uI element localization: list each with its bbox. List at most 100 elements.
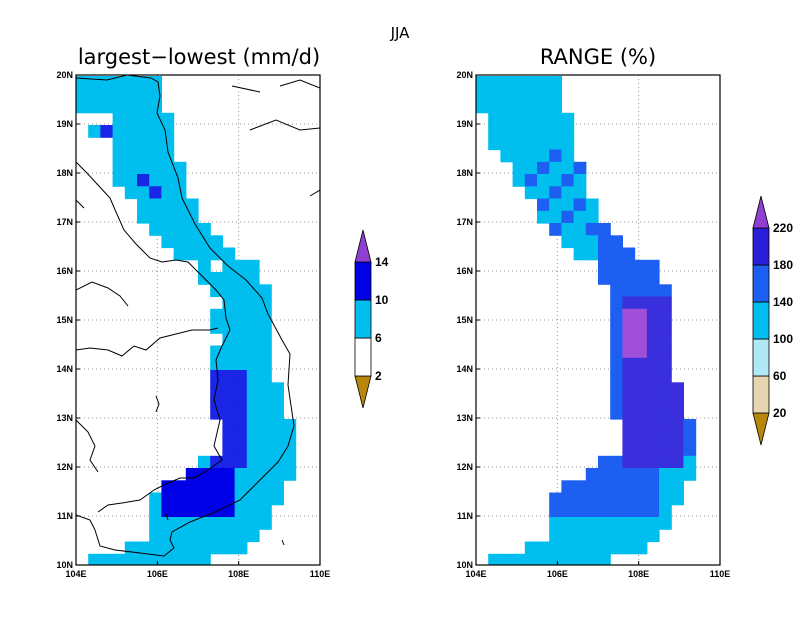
grid-cell: [622, 382, 636, 396]
grid-cell: [598, 272, 611, 285]
y-tick-label: 10N: [56, 560, 73, 570]
grid-cell: [561, 553, 575, 565]
grid-cell: [646, 333, 660, 347]
grid-cell: [537, 174, 550, 187]
grid-cell: [246, 370, 260, 383]
grid-cell: [124, 88, 138, 102]
grid-cell: [610, 345, 623, 359]
grid-cell: [259, 419, 272, 432]
grid-cell: [610, 406, 623, 420]
grid-cell: [573, 504, 587, 518]
grid-cell: [500, 112, 514, 126]
grid-cell: [549, 161, 562, 175]
grid-cell: [210, 406, 223, 420]
grid-cell: [137, 125, 150, 138]
grid-cell: [646, 492, 660, 506]
grid-cell: [634, 529, 648, 543]
grid-cell: [574, 566, 587, 579]
grid-cell: [634, 517, 648, 530]
grid-cell: [549, 529, 562, 543]
grid-cell: [161, 112, 175, 126]
grid-cell: [259, 394, 272, 408]
grid-cell: [198, 455, 211, 469]
colorbar-label: 6: [375, 331, 382, 345]
grid-cell: [634, 333, 648, 347]
grid-cell: [161, 198, 175, 212]
colorbar-high-arrow: [752, 195, 770, 229]
grid-cell: [671, 492, 684, 506]
grid-cell: [513, 566, 526, 579]
grid-cell: [100, 88, 114, 102]
grid-cell: [234, 382, 248, 396]
grid-cell: [634, 455, 648, 469]
grid-cell: [500, 125, 514, 138]
grid-cell: [161, 492, 175, 506]
grid-cell: [622, 345, 636, 359]
grid-cell: [659, 517, 672, 530]
y-tick-label: 15N: [456, 315, 473, 325]
grid-cell: [198, 541, 211, 555]
grid-cell: [646, 370, 660, 383]
grid-cell: [671, 431, 684, 445]
grid-cell: [246, 431, 260, 445]
grid-cell: [537, 198, 550, 212]
grid-cell: [112, 88, 126, 102]
grid-cell: [246, 296, 260, 310]
grid-cell: [500, 553, 514, 565]
y-tick-label: 15N: [56, 315, 73, 325]
colorbar-segment: [354, 299, 372, 339]
grid-cell: [234, 517, 248, 530]
grid-cell: [137, 149, 150, 163]
grid-cell: [88, 76, 101, 89]
grid-cell: [210, 468, 223, 481]
grid-cell: [476, 76, 489, 89]
grid-cell: [634, 321, 648, 334]
grid-cell: [112, 174, 126, 187]
grid-cell: [173, 174, 187, 187]
grid-cell: [646, 431, 660, 445]
grid-cell: [161, 480, 175, 494]
grid-cell: [222, 406, 236, 420]
grid-cell: [161, 529, 175, 543]
grid-cell: [646, 468, 660, 481]
y-tick-label: 17N: [456, 217, 473, 227]
grid-cell: [222, 468, 236, 481]
grid-cell: [512, 149, 526, 163]
grid-cell: [259, 480, 272, 494]
grid-cell: [283, 431, 297, 445]
grid-cell: [610, 455, 623, 469]
grid-cell: [100, 553, 114, 565]
grid-cell: [173, 517, 187, 530]
grid-cell: [585, 210, 599, 224]
grid-cell: [210, 541, 223, 555]
grid-cell: [585, 247, 599, 261]
y-tick-label: 19N: [56, 119, 73, 129]
grid-cell: [683, 468, 697, 481]
y-tick-label: 14N: [56, 364, 73, 374]
grid-cell: [659, 468, 672, 481]
grid-cell: [500, 566, 513, 579]
grid-cell: [585, 492, 599, 506]
grid-cell: [622, 259, 636, 273]
grid-cell: [222, 443, 236, 457]
grid-cell: [646, 406, 660, 420]
grid-cell: [585, 198, 599, 212]
grid-cell: [622, 394, 636, 408]
grid-cell: [222, 308, 236, 322]
grid-cell: [185, 504, 199, 518]
grid-cell: [671, 406, 684, 420]
grid-cell: [488, 137, 501, 151]
grid-cell: [198, 468, 211, 481]
grid-cell: [659, 345, 672, 359]
grid-cell: [646, 321, 660, 334]
colorbar: 20 60 100 140 180 220: [752, 195, 793, 446]
grid-cell: [124, 174, 138, 187]
grid-cell: [476, 100, 489, 114]
grid-cell: [259, 492, 272, 506]
grid-cell: [222, 455, 236, 469]
grid-cell: [88, 566, 101, 579]
y-tick-label: 11N: [57, 511, 73, 521]
grid-cell: [561, 210, 575, 224]
grid-cell: [659, 308, 672, 322]
grid-cell: [537, 112, 550, 126]
